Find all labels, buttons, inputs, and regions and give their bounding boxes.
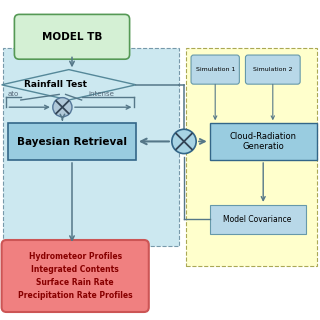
- Polygon shape: [2, 70, 136, 100]
- FancyBboxPatch shape: [3, 48, 179, 246]
- FancyBboxPatch shape: [191, 55, 239, 84]
- Text: MODEL TB: MODEL TB: [42, 32, 102, 42]
- FancyBboxPatch shape: [14, 14, 130, 59]
- FancyBboxPatch shape: [210, 205, 306, 234]
- FancyBboxPatch shape: [210, 123, 317, 160]
- Text: Rainfall Test: Rainfall Test: [25, 80, 87, 89]
- Text: Simulation 1: Simulation 1: [196, 67, 235, 72]
- Text: Cloud-Radiation
Generatio: Cloud-Radiation Generatio: [230, 132, 297, 151]
- Text: Model Covariance: Model Covariance: [223, 215, 292, 224]
- Circle shape: [53, 98, 72, 117]
- FancyBboxPatch shape: [2, 240, 149, 312]
- Text: Hydrometeor Profiles
Integrated Contents
Surface Rain Rate
Precipitation Rate Pr: Hydrometeor Profiles Integrated Contents…: [18, 252, 132, 300]
- Text: intense: intense: [88, 91, 114, 97]
- FancyBboxPatch shape: [186, 48, 317, 266]
- FancyBboxPatch shape: [245, 55, 300, 84]
- FancyBboxPatch shape: [8, 123, 136, 160]
- Text: ato: ato: [8, 91, 19, 97]
- Circle shape: [172, 129, 196, 154]
- Text: Simulation 2: Simulation 2: [253, 67, 292, 72]
- Text: Bayesian Retrieval: Bayesian Retrieval: [17, 137, 127, 147]
